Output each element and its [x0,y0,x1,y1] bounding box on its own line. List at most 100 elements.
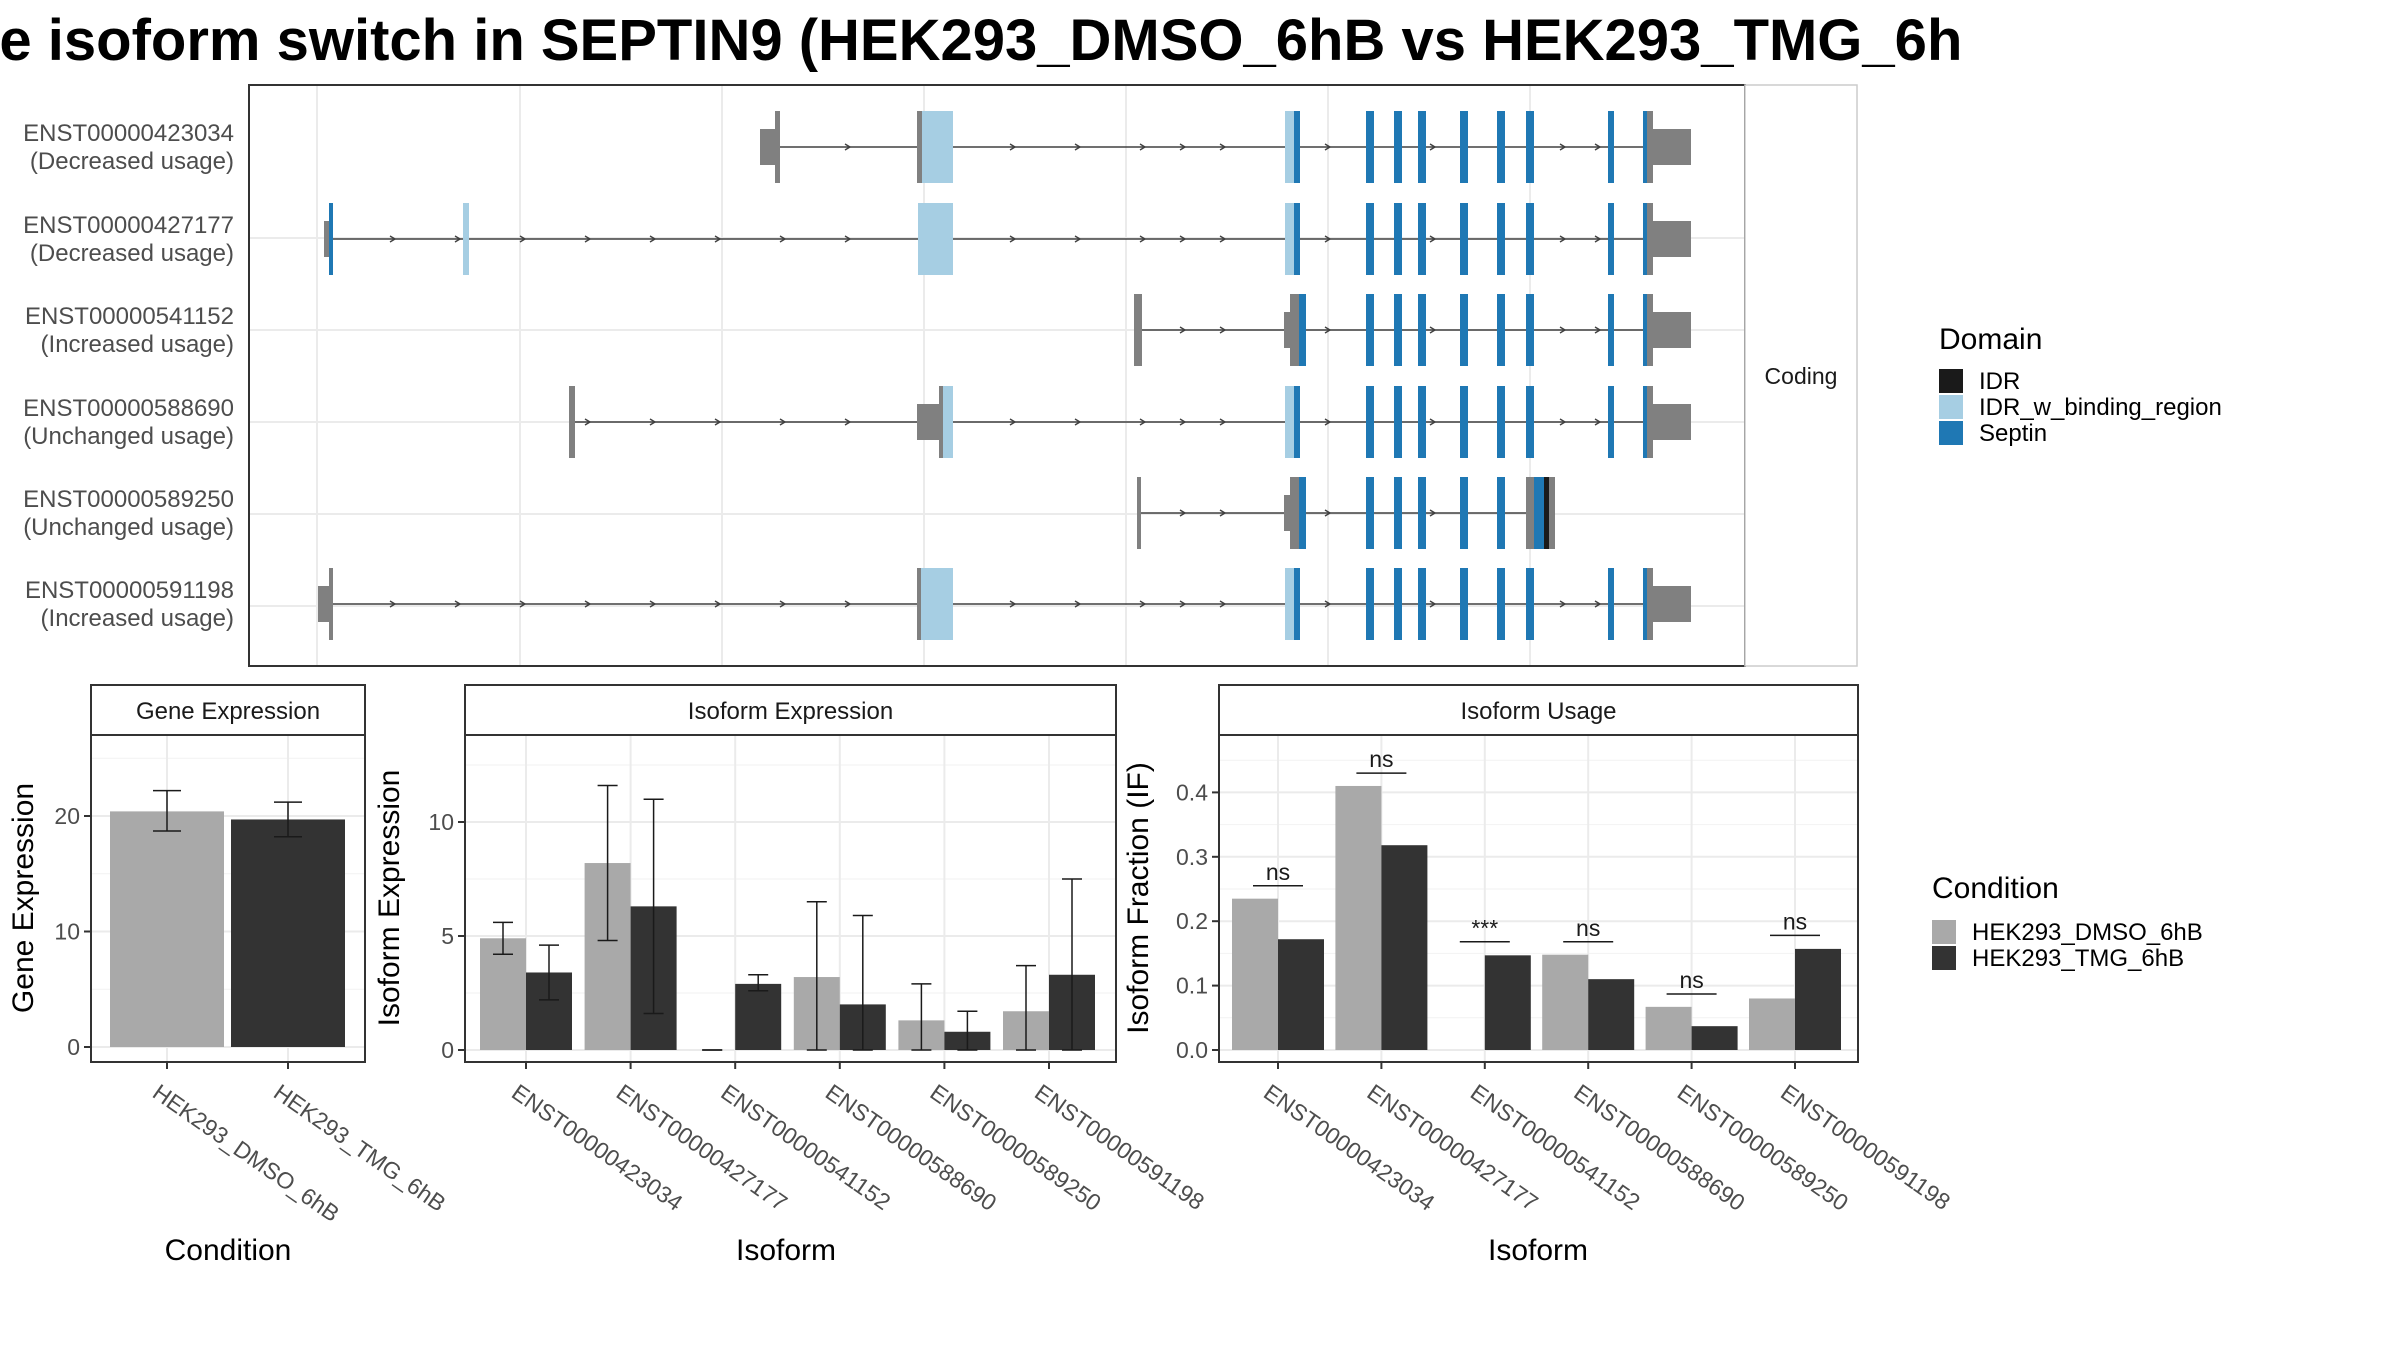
bar [1232,898,1278,1050]
utr-exon [324,221,330,257]
transcript-usage-label: (Increased usage) [41,605,234,632]
strand-arrow [1324,600,1332,608]
strand-arrow [1429,143,1437,151]
utr-exon [1284,495,1290,531]
panel-strip [464,684,1117,736]
strand-arrow [1179,418,1187,426]
coding-exon [1366,294,1374,366]
coding-exon [1643,386,1647,458]
strand-arrow [1324,509,1332,517]
bar [735,983,782,1050]
coding-exon [1285,111,1294,183]
utr-exon [760,129,778,165]
coding-exon [1366,477,1374,549]
domain-legend-label: IDR [1979,368,2020,395]
strand-arrow [1009,600,1017,608]
x-tick-label: ENST00000588690 [821,1079,1001,1216]
coding-exon [1294,568,1300,640]
strand-arrow [1429,235,1437,243]
coding-exon [1526,386,1534,458]
domain-legend-key [1939,395,1963,419]
y-tick-label: 0 [441,1037,454,1063]
y-axis-title: Isoform Expression [373,770,406,1027]
coding-exon [1299,294,1306,366]
bar [1691,1026,1738,1050]
y-tick-label: 20 [54,803,80,829]
bar [231,819,345,1047]
coding-exon [1366,111,1374,183]
transcript-track-ENST00000423034 [760,111,1691,183]
facet-strip-label: Coding [1765,363,1838,389]
structure-tracks [318,111,1691,640]
strand-arrow [844,235,852,243]
coding-exon [1497,386,1505,458]
coding-exon [1460,386,1468,458]
utr-exon [1653,404,1691,440]
transcript-track-ENST00000541152 [1134,294,1691,366]
domain-legend-title: Domain [1939,323,2042,356]
coding-exon [1534,477,1544,549]
transcript-usage-label: (Decreased usage) [30,240,234,267]
strand-arrow [1429,509,1437,517]
strand-arrow [844,600,852,608]
strand-arrow [1429,600,1437,608]
coding-exon [1549,477,1555,549]
coding-exon [463,203,469,275]
bar [1795,948,1841,1050]
transcript-track-ENST00000427177 [324,203,1691,275]
strand-arrow [389,600,397,608]
coding-exon [921,568,953,640]
coding-exon [1137,477,1141,549]
coding-exon [1418,568,1426,640]
coding-exon [917,568,921,640]
bar [110,811,224,1047]
coding-exon [1608,386,1614,458]
coding-exon [943,386,953,458]
coding-exon [1647,111,1653,183]
x-tick-label: ENST00000589250 [926,1079,1106,1216]
utr-exon [917,404,939,440]
coding-exon [1526,477,1534,549]
y-tick-label: 0.0 [1176,1037,1208,1063]
coding-exon [1294,203,1300,275]
transcript-track-ENST00000591198 [318,568,1691,640]
coding-exon [1394,568,1402,640]
structure-panel-background [248,84,1746,667]
strand-arrow [649,418,657,426]
strand-arrow [1594,143,1602,151]
panel-border-overlay [90,734,366,1063]
transcript-id-label: ENST00000588690 [23,395,234,422]
coding-exon [1460,111,1468,183]
transcript-id-label: ENST00000423034 [23,120,234,147]
panel-strip-label: Isoform Usage [1460,698,1616,725]
coding-exon [1418,203,1426,275]
coding-exon [1460,294,1468,366]
x-tick-label: ENST00000541152 [1466,1079,1645,1215]
coding-exon [1497,203,1505,275]
y-tick-label: 0.4 [1176,779,1208,805]
significance-label: *** [1471,915,1498,941]
strand-arrow [389,235,397,243]
condition-legend-key [1932,920,1956,944]
coding-exon [1460,477,1468,549]
coding-exon [1526,294,1534,366]
coding-exon [329,568,333,640]
y-tick-label: 0.1 [1176,973,1208,999]
coding-exon [1643,203,1647,275]
significance-label: ns [1266,859,1290,885]
panel-strip [90,684,366,736]
strand-arrow [1179,600,1187,608]
plot-title: ne isoform switch in SEPTIN9 (HEK293_DMS… [0,6,2400,76]
strand-arrow [584,418,592,426]
coding-exon [1394,477,1402,549]
coding-exon [1366,568,1374,640]
significance-label: ns [1576,915,1600,941]
coding-exon [918,203,953,275]
strand-arrow [1139,143,1147,151]
strand-arrow [584,235,592,243]
coding-exon [1418,477,1426,549]
transcript-id-label: ENST00000427177 [23,212,234,239]
transcript-usage-label: (Unchanged usage) [23,423,234,450]
coding-exon [1134,294,1142,366]
strand-arrow [714,600,722,608]
